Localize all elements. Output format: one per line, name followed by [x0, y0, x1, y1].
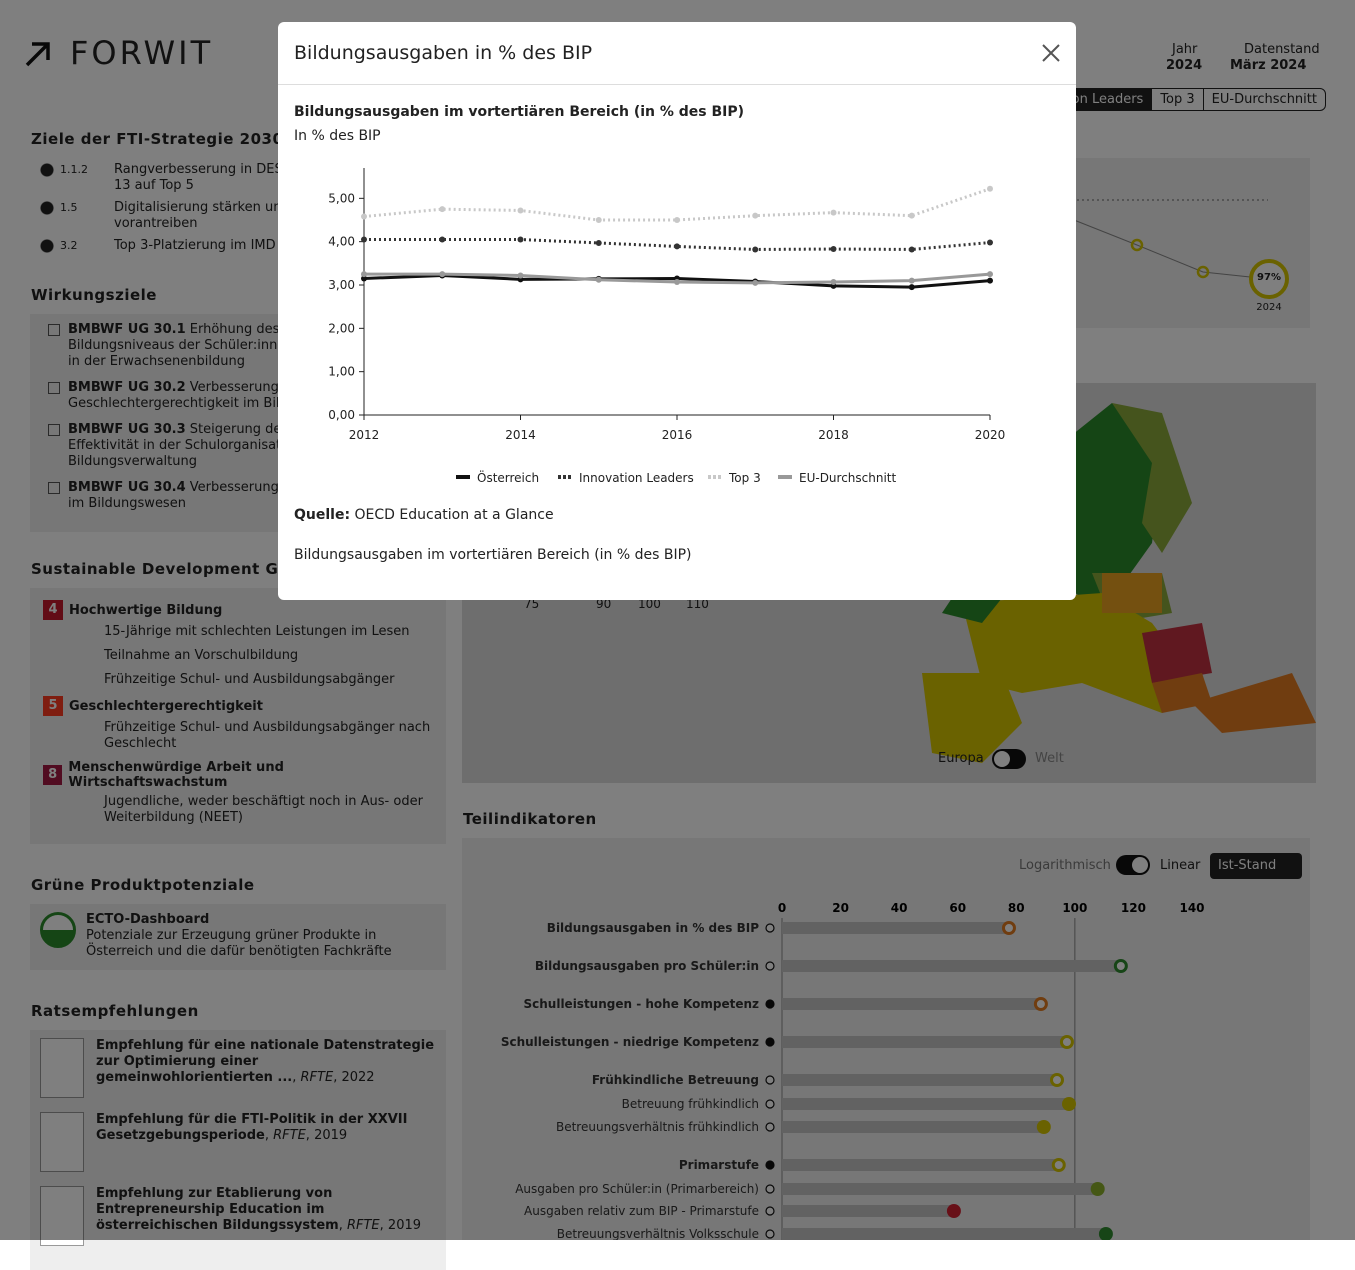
modal-title: Bildungsausgaben in % des BIP: [294, 42, 593, 64]
point: [361, 271, 367, 278]
y-tick-label: 5,00: [328, 191, 355, 205]
y-tick-label: 0,00: [328, 408, 355, 422]
point: [361, 213, 367, 220]
point: [674, 278, 680, 285]
point: [987, 239, 993, 246]
x-tick-label: 2016: [662, 428, 693, 442]
point: [908, 246, 915, 253]
y-tick-label: 3,00: [328, 278, 355, 292]
y-tick-label: 2,00: [328, 321, 355, 335]
point: [987, 271, 993, 278]
chart-title: Bildungsausgaben im vortertiären Bereich…: [294, 104, 745, 120]
close-button[interactable]: [1041, 43, 1061, 63]
point: [830, 278, 837, 285]
point: [517, 236, 524, 243]
source-label: Quelle:: [294, 507, 351, 523]
point: [987, 277, 993, 284]
y-tick-label: 4,00: [328, 235, 355, 249]
point: [752, 279, 759, 286]
point: [752, 212, 759, 219]
series-line: [363, 187, 991, 222]
description: Bildungsausgaben im vortertiären Bereich…: [294, 547, 692, 563]
source: Quelle: OECD Education at a Glance: [294, 507, 554, 523]
point: [439, 271, 446, 278]
point: [517, 272, 524, 279]
series-line: [364, 238, 991, 251]
point: [830, 209, 837, 216]
point: [908, 212, 915, 219]
x-tick-label: 2018: [818, 428, 849, 442]
point: [908, 277, 915, 284]
point: [595, 239, 602, 246]
source-text: OECD Education at a Glance: [354, 507, 554, 523]
point: [987, 185, 993, 192]
legend-label: EU-Durchschnitt: [799, 471, 897, 485]
x-tick-label: 2014: [505, 428, 536, 442]
point: [595, 276, 602, 283]
point: [674, 217, 680, 223]
point: [674, 243, 680, 250]
x-tick-label: 2012: [349, 428, 380, 442]
point: [439, 236, 446, 243]
chart-subtitle: In % des BIP: [294, 128, 381, 144]
legend-label: Österreich: [477, 469, 539, 485]
point: [517, 207, 524, 214]
point: [752, 246, 759, 253]
point: [908, 284, 915, 291]
point: [361, 275, 367, 282]
point: [595, 217, 602, 223]
legend-label: Innovation Leaders: [579, 471, 694, 485]
line-chart: 0,00 1,00 2,00 3,00 4,00 5,00 2012 2014 2016 2018…: [328, 168, 1006, 485]
divider: [278, 84, 1076, 85]
modal: Bildungsausgaben in % des BIP Bildungsau…: [278, 22, 1076, 600]
point: [439, 206, 446, 213]
point: [361, 236, 367, 243]
x-tick-label: 2020: [975, 428, 1006, 442]
legend-label: Top 3: [728, 471, 761, 485]
point: [830, 246, 837, 253]
y-tick-label: 1,00: [328, 365, 355, 379]
